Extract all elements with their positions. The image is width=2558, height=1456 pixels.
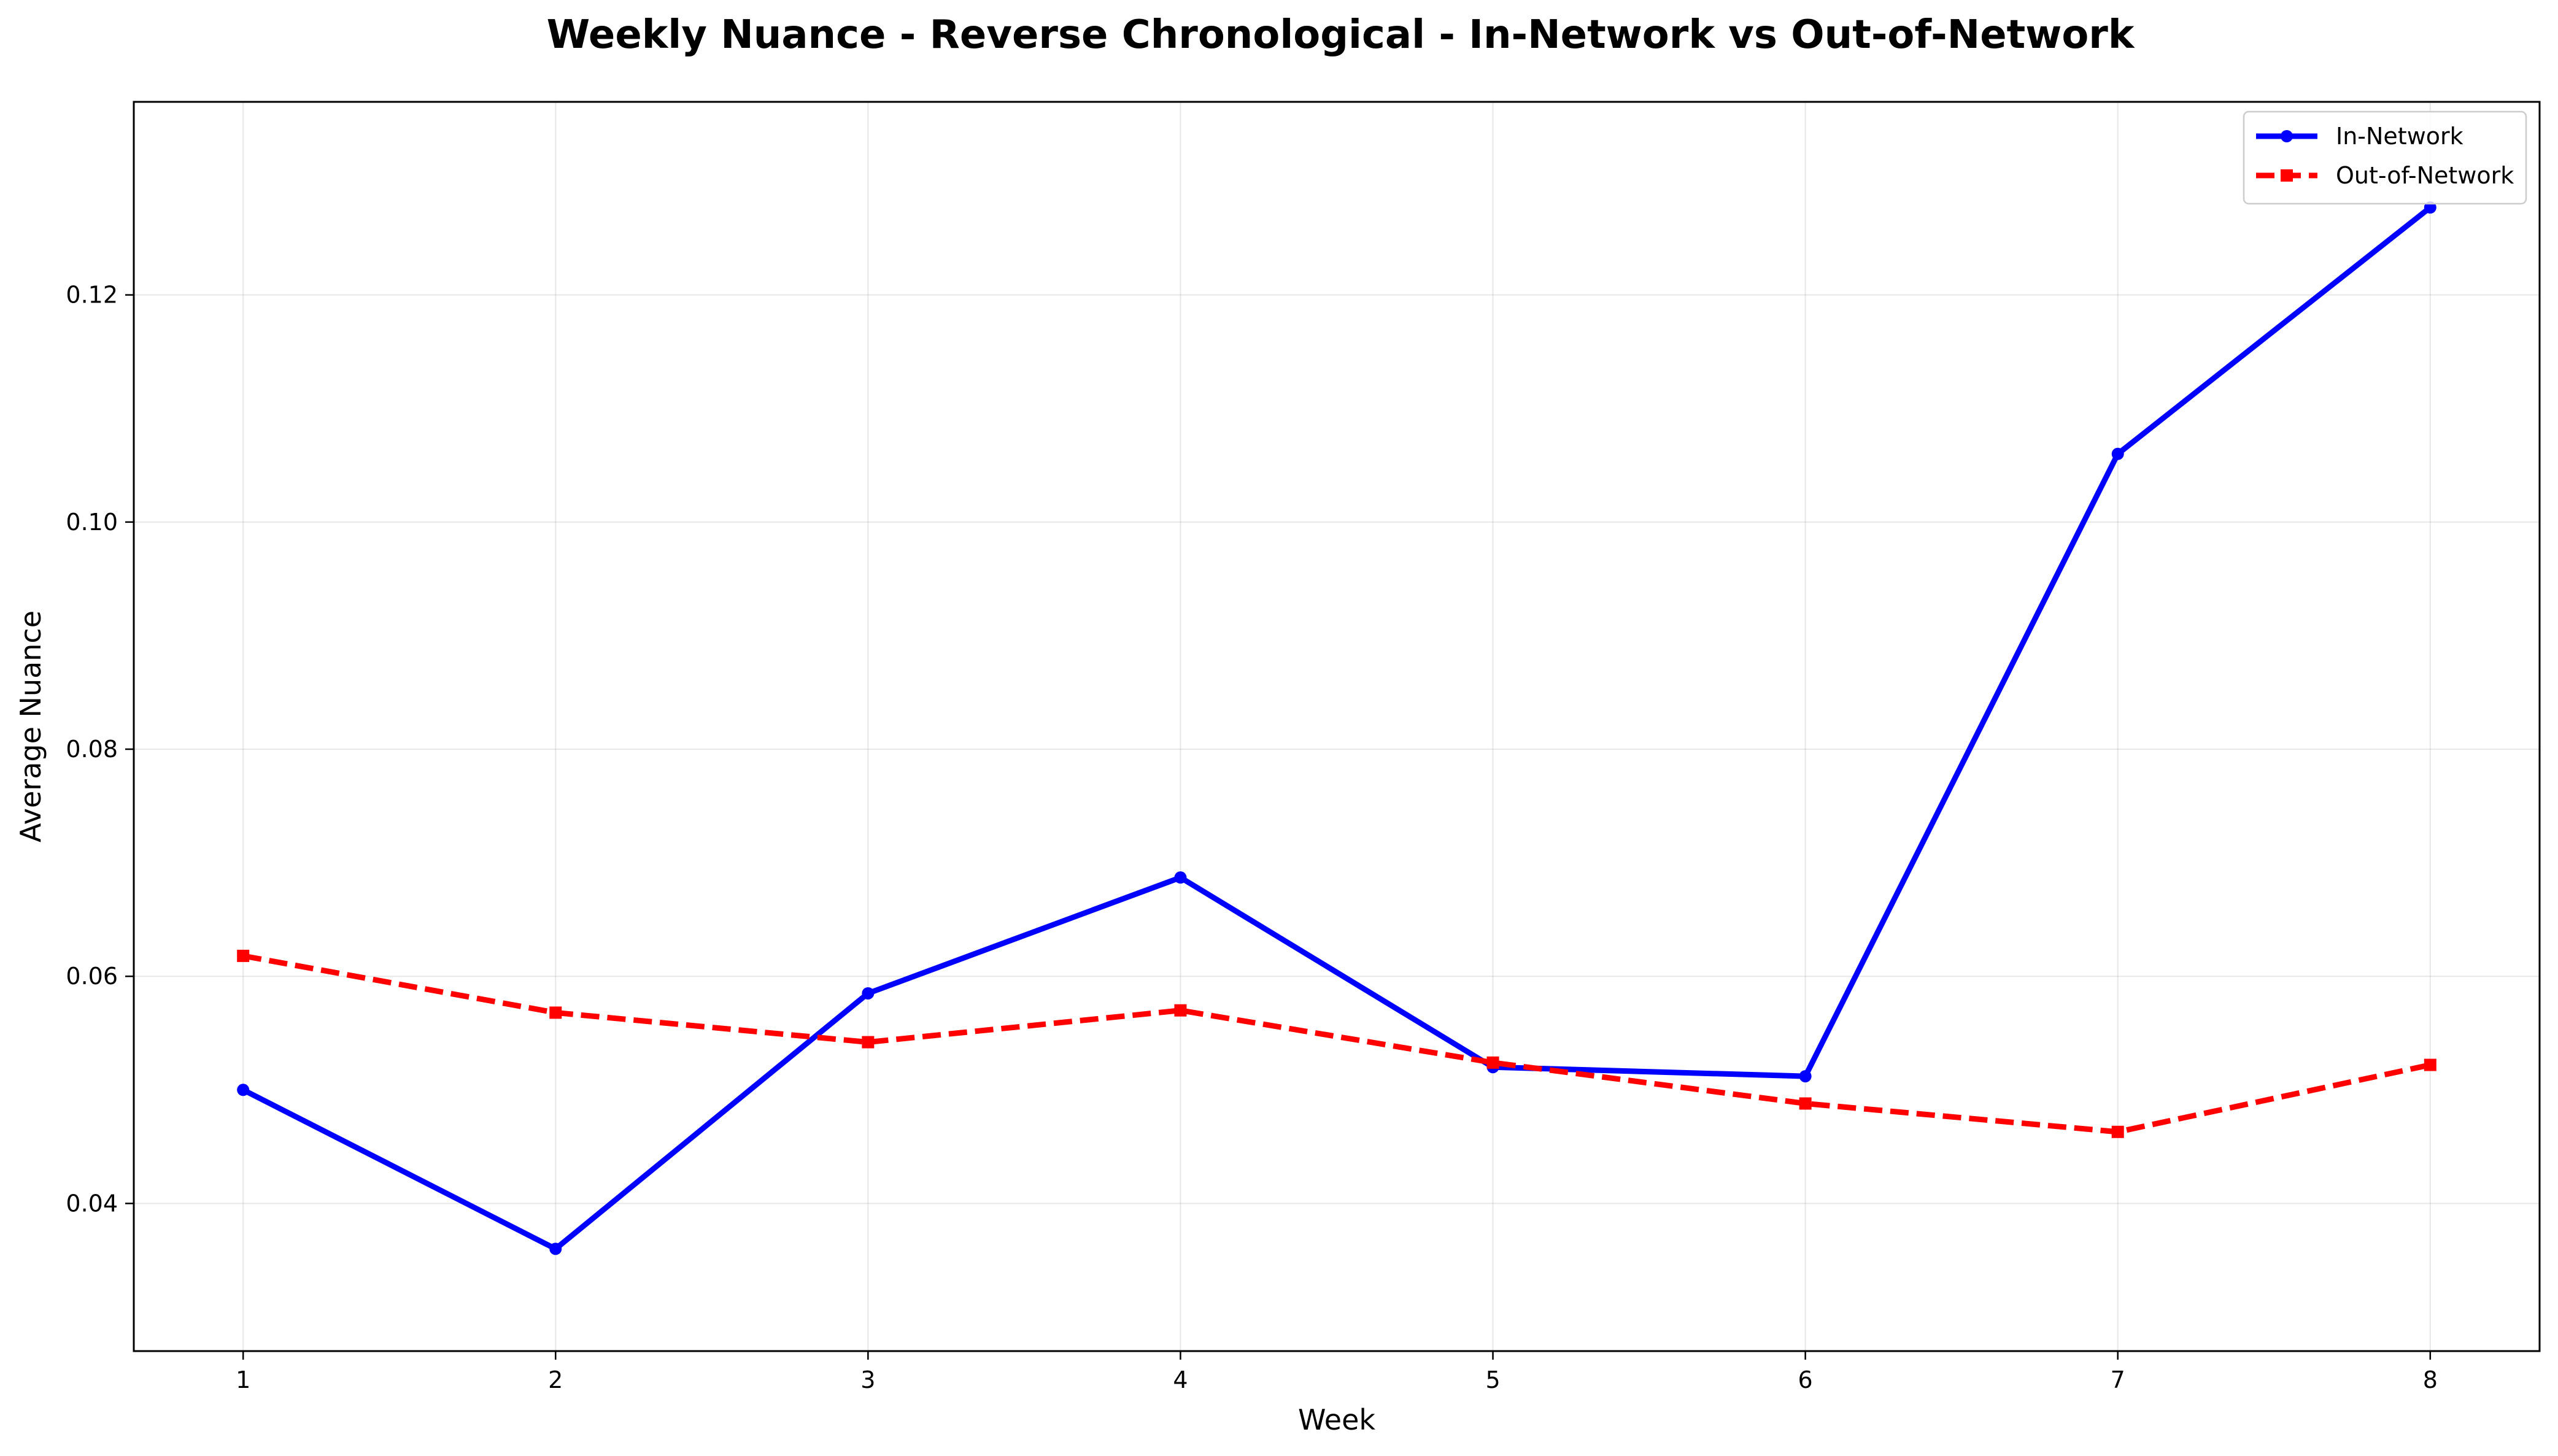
x-tick-label: 3	[860, 1366, 875, 1393]
in-network-series-line	[240, 204, 2433, 1252]
y-tick-label: 0.12	[66, 282, 118, 309]
out-of-network-point	[1174, 1004, 1187, 1017]
out-of-network-point	[2111, 1125, 2124, 1138]
x-tick-label: 8	[2423, 1366, 2438, 1393]
x-tick-label: 4	[1173, 1366, 1188, 1393]
grid	[134, 102, 2540, 1351]
in-network-point	[549, 1242, 562, 1255]
out-of-network-point	[237, 949, 250, 962]
y-axis-label: Average Nuance	[14, 611, 47, 842]
x-tick-label: 6	[1798, 1366, 1813, 1393]
in-network-point	[2111, 447, 2124, 460]
x-tick-label: 7	[2111, 1366, 2125, 1393]
y-tick-label: 0.08	[66, 736, 118, 763]
in-network-point	[862, 987, 875, 1000]
out-of-network-series-line	[242, 953, 2431, 1135]
legend: In-Network Out-of-Network	[2243, 110, 2527, 205]
chart-title: Weekly Nuance - Reverse Chronological - …	[547, 12, 2135, 58]
out-of-network-point	[1799, 1097, 1812, 1110]
series-lines	[237, 201, 2436, 1255]
y-tick-label: 0.10	[66, 509, 118, 536]
axis-ticks: 1 2 3 4 5 6 7 8 0.04 0.06 0.08 0.10 0.12	[66, 282, 2438, 1393]
out-of-network-point	[2424, 1058, 2436, 1071]
in-network-point	[1799, 1070, 1812, 1083]
in-network-legend-marker	[2281, 130, 2293, 142]
legend-label: Out-of-Network	[2336, 162, 2514, 189]
x-axis-label: Week	[1298, 1403, 1375, 1436]
x-tick-label: 1	[236, 1366, 250, 1393]
plot-area-frame	[133, 101, 2541, 1352]
in-network-point	[1174, 871, 1187, 884]
out-of-network-legend-marker	[2281, 169, 2293, 182]
in-network-point	[237, 1084, 250, 1096]
y-tick-label: 0.04	[66, 1190, 118, 1217]
out-of-network-point	[549, 1006, 562, 1019]
x-tick-label: 5	[1485, 1366, 1500, 1393]
out-of-network-point	[862, 1036, 875, 1049]
legend-label: In-Network	[2336, 123, 2463, 150]
out-of-network-point	[1486, 1056, 1499, 1069]
y-tick-label: 0.06	[66, 963, 118, 990]
x-tick-label: 2	[548, 1366, 563, 1393]
